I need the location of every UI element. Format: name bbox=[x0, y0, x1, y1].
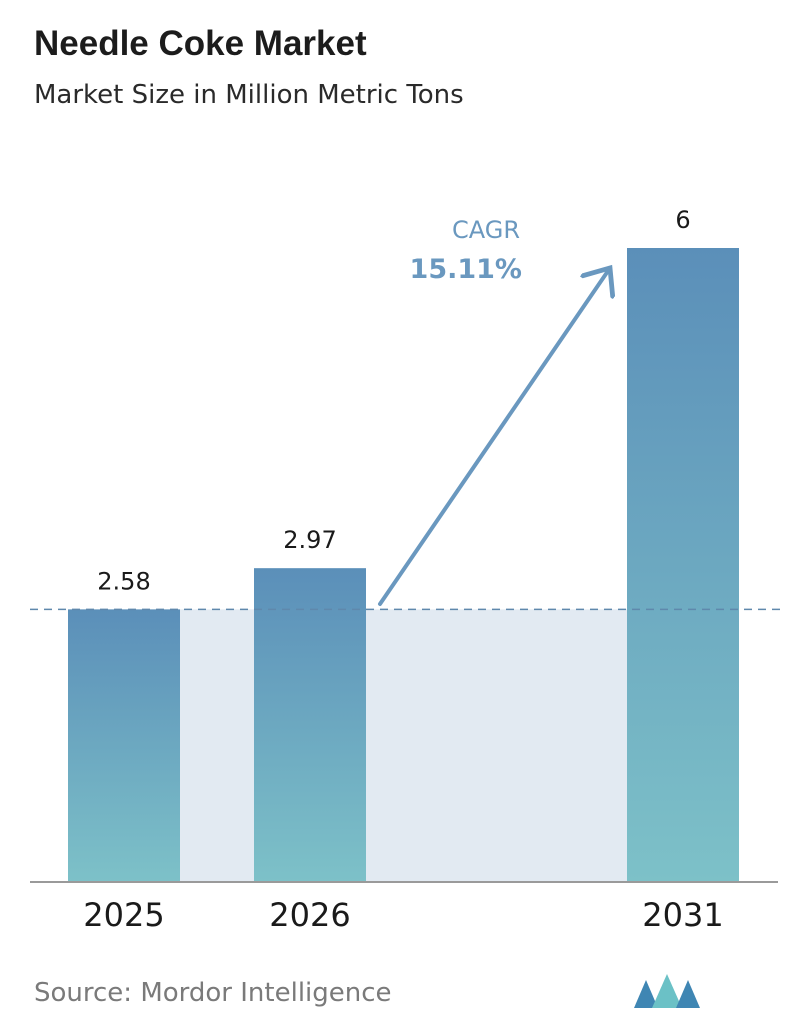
chart-title: Needle Coke Market bbox=[34, 24, 367, 63]
bar-2031 bbox=[627, 248, 739, 882]
bar-2025 bbox=[68, 609, 180, 882]
chart-subtitle: Market Size in Million Metric Tons bbox=[34, 80, 464, 110]
x-tick-2026: 2026 bbox=[269, 896, 350, 934]
mordor-intelligence-logo-icon bbox=[634, 974, 700, 1008]
cagr-value: 15.11% bbox=[410, 254, 522, 285]
bar-2026 bbox=[254, 568, 366, 882]
x-tick-2025: 2025 bbox=[83, 896, 164, 934]
value-label-2025: 2.58 bbox=[97, 567, 150, 595]
value-label-2026: 2.97 bbox=[283, 526, 336, 554]
cagr-label: CAGR bbox=[452, 216, 520, 244]
bar-chart: 2.58 2.97 6 2025 2026 2031 CAGR 15.11% bbox=[30, 206, 780, 934]
x-tick-2031: 2031 bbox=[642, 896, 723, 934]
cagr-arrow bbox=[378, 268, 610, 606]
source-note: Source: Mordor Intelligence bbox=[34, 978, 392, 1008]
value-label-2031: 6 bbox=[675, 206, 690, 234]
